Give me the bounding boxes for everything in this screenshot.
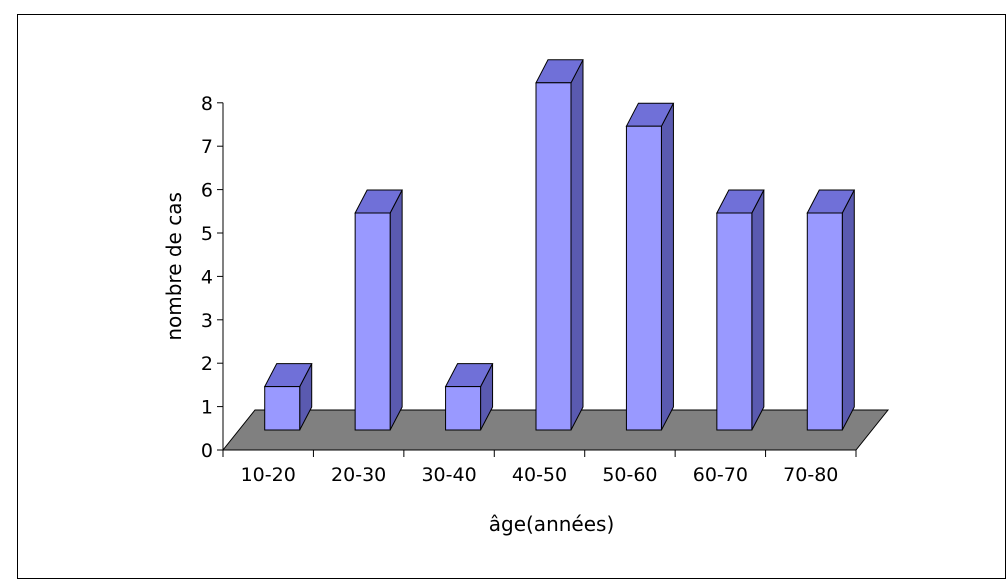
bar-side: [841, 189, 855, 431]
y-tick-label: 1: [201, 397, 213, 419]
bar-front: [806, 212, 843, 431]
y-tick-label: 2: [201, 353, 213, 375]
x-tick-label: 30-40: [421, 464, 476, 486]
x-axis-title: âge(années): [489, 512, 615, 536]
bar-10-20: [263, 363, 313, 431]
y-tick-label: 0: [201, 440, 213, 462]
bar-side: [389, 189, 403, 431]
bar-70-80: [806, 189, 856, 431]
bar-side: [751, 189, 765, 431]
y-tick-label: 6: [201, 180, 213, 202]
bar-side: [660, 102, 674, 431]
bar-side: [570, 59, 584, 431]
x-tick-label: 40-50: [512, 464, 567, 486]
bar-60-70: [716, 189, 765, 431]
x-tick-label: 20-30: [331, 464, 386, 486]
bar-front: [354, 212, 391, 431]
bar-front: [535, 82, 572, 431]
x-tick-label: 60-70: [693, 464, 748, 486]
y-tick-label: 7: [201, 136, 213, 158]
y-tick-label: 5: [201, 223, 213, 245]
y-tick-label: 4: [201, 266, 213, 288]
bar-front: [445, 386, 482, 431]
bar-front: [264, 386, 301, 431]
y-tick-label: 3: [201, 310, 213, 332]
bar-40-50: [535, 59, 584, 431]
bar-front: [716, 212, 753, 431]
x-tick-label: 50-60: [602, 464, 657, 486]
bar-front: [625, 125, 662, 431]
x-tick-label: 70-80: [783, 464, 838, 486]
y-axis-title: nombre de cas: [162, 192, 186, 341]
x-tick-label: 10-20: [241, 464, 296, 486]
bar-50-60: [625, 102, 675, 431]
bar-30-40: [444, 363, 494, 431]
bar-20-30: [354, 189, 403, 431]
y-tick-label: 8: [201, 93, 213, 115]
